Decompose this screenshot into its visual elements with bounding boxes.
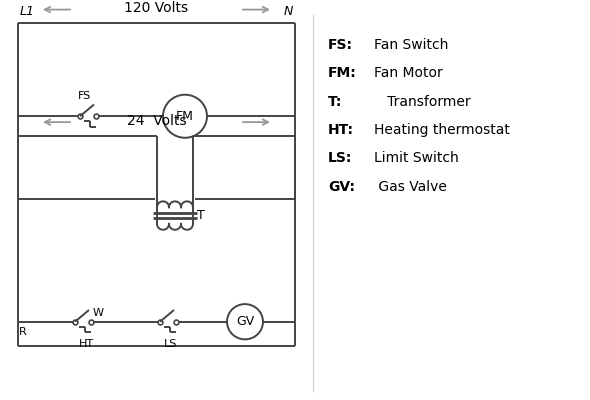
Text: T: T: [197, 209, 205, 222]
Text: FS: FS: [78, 90, 91, 100]
Text: FM: FM: [176, 110, 194, 123]
Text: 120 Volts: 120 Volts: [124, 2, 189, 16]
Text: HT: HT: [79, 339, 94, 349]
Text: Fan Switch: Fan Switch: [374, 38, 448, 52]
Text: Fan Motor: Fan Motor: [374, 66, 442, 80]
Text: GV: GV: [236, 315, 254, 328]
Text: HT:: HT:: [328, 123, 354, 137]
Text: N: N: [284, 5, 293, 18]
Text: R: R: [19, 327, 27, 337]
Text: Gas Valve: Gas Valve: [374, 180, 447, 194]
Text: W: W: [93, 308, 104, 318]
Text: 24  Volts: 24 Volts: [127, 114, 186, 128]
Text: Heating thermostat: Heating thermostat: [374, 123, 510, 137]
Text: GV:: GV:: [328, 180, 355, 194]
Text: Transformer: Transformer: [374, 95, 471, 109]
Text: FS:: FS:: [328, 38, 353, 52]
Text: Limit Switch: Limit Switch: [374, 152, 459, 166]
Text: LS: LS: [164, 339, 178, 349]
Text: L1: L1: [20, 5, 35, 18]
Text: T:: T:: [328, 95, 342, 109]
Text: FM:: FM:: [328, 66, 357, 80]
Text: LS:: LS:: [328, 152, 352, 166]
